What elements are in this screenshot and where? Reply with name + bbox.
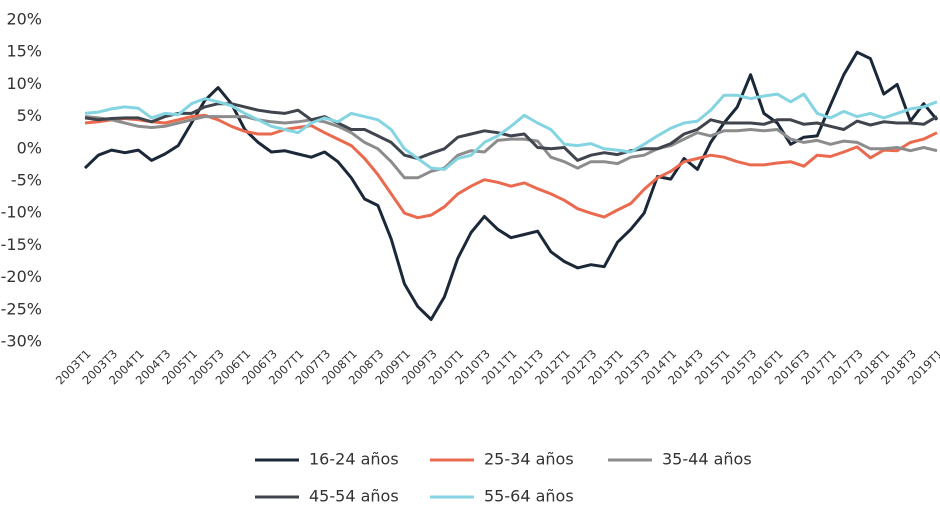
y-tick-label: 0% — [17, 138, 42, 157]
y-tick-label: 20% — [6, 10, 42, 29]
series-line — [84, 102, 938, 162]
legend-label: 45-54 años — [309, 487, 399, 505]
y-tick-label: 5% — [17, 106, 42, 125]
series-line — [84, 115, 938, 180]
y-tick-label: 15% — [6, 42, 42, 61]
y-tick-label: -25% — [1, 299, 42, 318]
series-line — [84, 113, 938, 220]
legend-label: 16-24 años — [309, 450, 399, 469]
y-tick-label: -15% — [1, 235, 42, 254]
series-line — [83, 50, 939, 321]
legend-label: 35-44 años — [662, 450, 752, 469]
series-line — [84, 92, 938, 171]
y-tick-label: 10% — [6, 74, 42, 93]
y-tick-label: -20% — [1, 267, 42, 286]
legend-label: 55-64 años — [484, 487, 574, 505]
y-tick-label: -5% — [11, 171, 42, 190]
legend-label: 25-34 años — [484, 450, 574, 469]
y-tick-label: -10% — [1, 203, 42, 222]
y-tick-label: -30% — [1, 332, 42, 351]
